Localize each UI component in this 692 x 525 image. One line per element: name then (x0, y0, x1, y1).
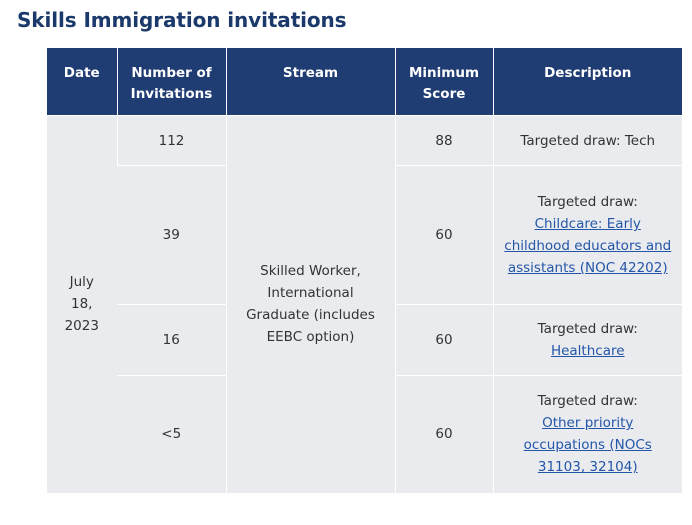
cell-minimum-score: 60 (394, 304, 493, 376)
table-row: July 18, 2023 112 Skilled Worker, Intern… (47, 115, 682, 493)
cell-description: Targeted draw: Healthcare (492, 304, 682, 376)
cell-description: Targeted draw: Childcare: Early childhoo… (492, 165, 682, 305)
cell-description: Targeted draw: Tech (492, 115, 682, 166)
date-month: July (69, 274, 94, 291)
other-priority-occupations-link[interactable]: Other priority occupations (NOCs 31103, … (523, 415, 652, 476)
header-date: Date (47, 48, 117, 116)
date-year: 2023 (64, 318, 99, 335)
cell-invitations: 112 (116, 115, 226, 166)
cell-minimum-score: 60 (394, 375, 493, 493)
cell-stream: Skilled Worker, International Graduate (… (225, 115, 395, 493)
table-row: 39 60 Targeted draw: Childcare: Early ch… (47, 165, 682, 305)
table-header-row: Date Number of Invitations Stream Minimu… (47, 48, 682, 116)
description-prefix: Targeted draw: (537, 321, 638, 337)
cell-minimum-score: 60 (394, 165, 493, 305)
header-number-of-invitations: Number of Invitations (116, 48, 226, 116)
cell-date: July 18, 2023 (47, 115, 117, 493)
table-row: <5 60 Targeted draw: Other priority occu… (47, 375, 682, 493)
cell-invitations: 39 (117, 165, 226, 305)
header-minimum-score-label: Minimum Score (408, 65, 480, 102)
cell-description: Targeted draw: Other priority occupation… (492, 375, 682, 493)
cell-invitations: 16 (117, 304, 226, 376)
description-prefix: Targeted draw: Tech (520, 132, 656, 149)
header-minimum-score: Minimum Score (394, 48, 493, 116)
date-day: 18, (71, 296, 93, 313)
description-prefix: Targeted draw: (537, 194, 638, 210)
stream-text: Skilled Worker, International Graduate (… (246, 263, 375, 346)
header-number-of-invitations-label: Number of Invitations (130, 65, 213, 102)
cell-minimum-score: 88 (394, 115, 493, 166)
table-row: 16 60 Targeted draw: Healthcare (47, 304, 682, 376)
invitations-table: Date Number of Invitations Stream Minimu… (47, 48, 682, 493)
description-prefix: Targeted draw: (537, 393, 638, 410)
healthcare-link[interactable]: Healthcare (550, 343, 625, 359)
cell-invitations: <5 (117, 375, 226, 493)
childcare-link[interactable]: Childcare: Early childhood educators and… (504, 216, 672, 276)
header-description: Description (492, 48, 682, 116)
header-stream: Stream (225, 48, 395, 116)
page-title: Skills Immigration invitations (17, 8, 347, 32)
